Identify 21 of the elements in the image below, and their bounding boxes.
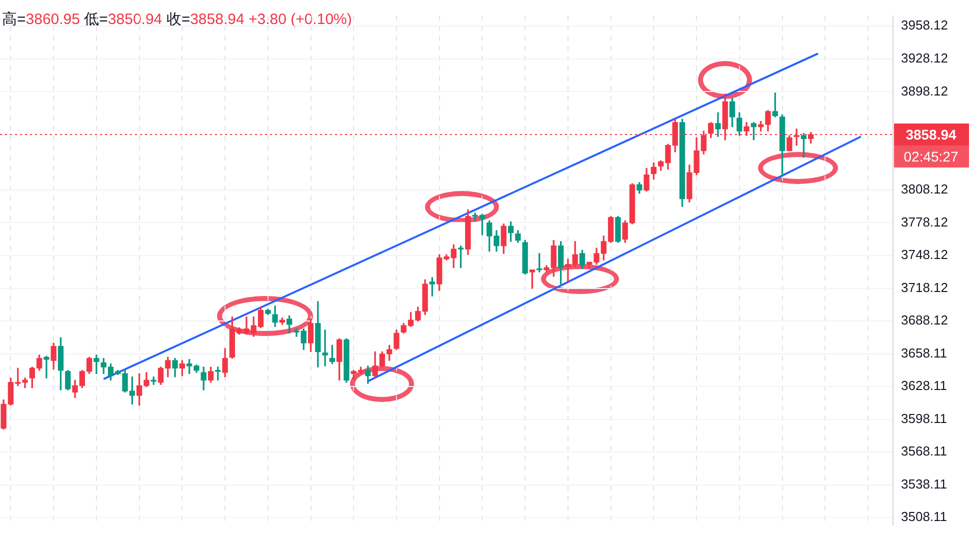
y-tick-label: 3628.11 [901,378,948,394]
y-tick-label: 3568.11 [901,444,948,459]
y-tick-label: 3718.12 [901,280,948,295]
y-tick-label: 3778.12 [901,214,948,230]
candlestick [715,112,721,137]
y-tick-label: 3898.12 [901,83,948,98]
y-tick-label: 3598.11 [901,410,948,426]
y-tick-label: 3748.12 [901,247,948,262]
y-tick-label: 3688.12 [901,312,948,328]
y-tick-label: 3808.12 [901,182,948,197]
candlestick [322,330,328,366]
y-tick-label: 3928.12 [901,50,948,66]
y-tick-label: 3508.11 [901,509,948,524]
text: 02:45:27 [904,148,958,164]
annotation: 高=3860.95 低=3850.94 收=3858.94 +3.80 (+0.10%) [2,11,352,28]
candlestick [94,354,100,374]
candlestick [44,356,50,378]
ref-line-label: 3858.94 [906,126,957,142]
y-tick-label: 3658.11 [901,345,948,360]
y-tick-label: 3958.12 [901,18,948,33]
y-tick-label: 3538.11 [901,476,948,492]
